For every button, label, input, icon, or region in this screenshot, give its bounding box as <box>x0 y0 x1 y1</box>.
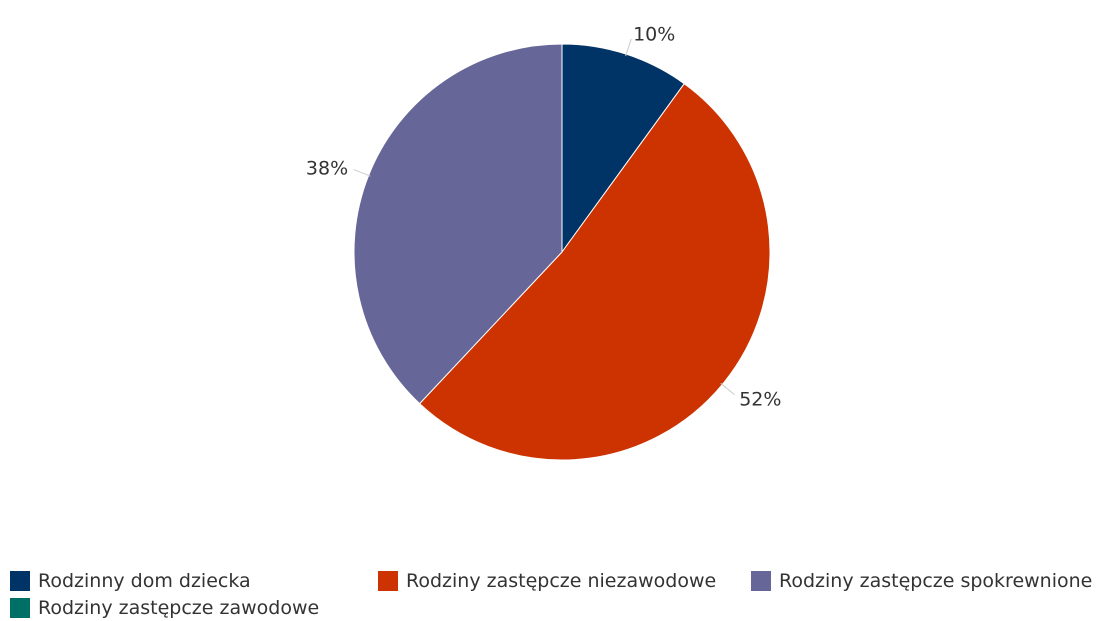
legend-label-rodziny-zastepcze-spokrewnione: Rodziny zastępcze spokrewnione <box>779 570 1093 592</box>
pie-data-label-rodziny-zastepcze-spokrewnione: 38% <box>306 157 348 179</box>
legend-item-rodziny-zastepcze-zawodowe[interactable]: Rodziny zastępcze zawodowe <box>10 596 319 620</box>
legend-label-rodzinny-dom-dziecka: Rodzinny dom dziecka <box>38 570 251 592</box>
leader-line-rodzinny-dom-dziecka <box>625 38 632 57</box>
chart-legend: Rodzinny dom dziecka Rodziny zastępcze n… <box>10 569 1116 621</box>
legend-swatch-rodziny-zastepcze-spokrewnione <box>751 571 771 591</box>
pie-plot-area: 10% 52% 38% <box>306 23 781 461</box>
legend-item-rodzinny-dom-dziecka[interactable]: Rodzinny dom dziecka <box>10 569 251 593</box>
legend-swatch-rodzinny-dom-dziecka <box>10 571 30 591</box>
legend-item-rodziny-zastepcze-spokrewnione[interactable]: Rodziny zastępcze spokrewnione <box>751 569 1092 593</box>
legend-label-rodziny-zastepcze-zawodowe: Rodziny zastępcze zawodowe <box>38 597 320 619</box>
leader-line-rodziny-zastepcze-spokrewnione <box>353 169 371 177</box>
legend-swatch-rodziny-zastepcze-zawodowe <box>10 598 30 618</box>
legend-item-rodziny-zastepcze-niezawodowe[interactable]: Rodziny zastępcze niezawodowe <box>378 569 716 593</box>
pie-data-label-rodziny-zastepcze-niezawodowe: 52% <box>739 389 781 411</box>
legend-label-rodziny-zastepcze-niezawodowe: Rodziny zastępcze niezawodowe <box>406 570 717 592</box>
leader-line-rodziny-zastepcze-niezawodowe <box>720 382 735 396</box>
pie-data-label-rodzinny-dom-dziecka: 10% <box>633 23 675 45</box>
legend-swatch-rodziny-zastepcze-niezawodowe <box>378 571 398 591</box>
